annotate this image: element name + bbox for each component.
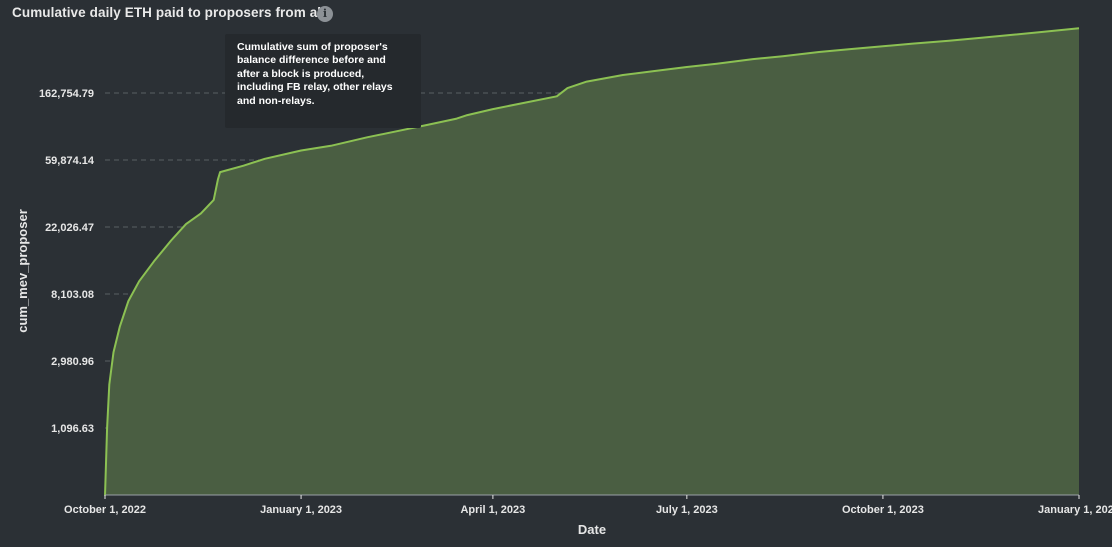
y-tick-label: 22,026.47 xyxy=(45,222,94,234)
x-tick-label: July 1, 2023 xyxy=(656,504,718,516)
y-tick-label: 59,874.14 xyxy=(45,155,95,167)
info-tooltip: Cumulative sum of proposer's balance dif… xyxy=(225,34,421,128)
chart-title: Cumulative daily ETH paid to proposers f… xyxy=(12,5,326,20)
y-tick-label: 1,096.63 xyxy=(51,423,94,435)
y-axis-label: cum_mev_proposer xyxy=(15,209,30,333)
area-fill xyxy=(105,28,1079,496)
x-tick-label: October 1, 2022 xyxy=(64,504,146,516)
y-tick-label: 2,980.96 xyxy=(51,356,94,368)
x-tick-label: January 1, 2024 xyxy=(1038,504,1112,516)
x-tick-label: April 1, 2023 xyxy=(460,504,525,516)
x-tick-label: January 1, 2023 xyxy=(260,504,342,516)
x-tick-label: October 1, 2023 xyxy=(842,504,924,516)
info-icon[interactable]: i xyxy=(317,6,333,22)
y-tick-label: 8,103.08 xyxy=(51,289,94,301)
series-line[interactable] xyxy=(104,27,1080,496)
y-axis-ticks: 1,096.63 2,980.96 8,103.08 22,026.47 59,874.… xyxy=(39,88,95,435)
x-axis-label: Date xyxy=(578,522,606,537)
y-tick-label: 162,754.79 xyxy=(39,88,94,100)
x-axis-ticks: October 1, 2022 January 1, 2023 April 1, 2… xyxy=(64,495,1112,516)
